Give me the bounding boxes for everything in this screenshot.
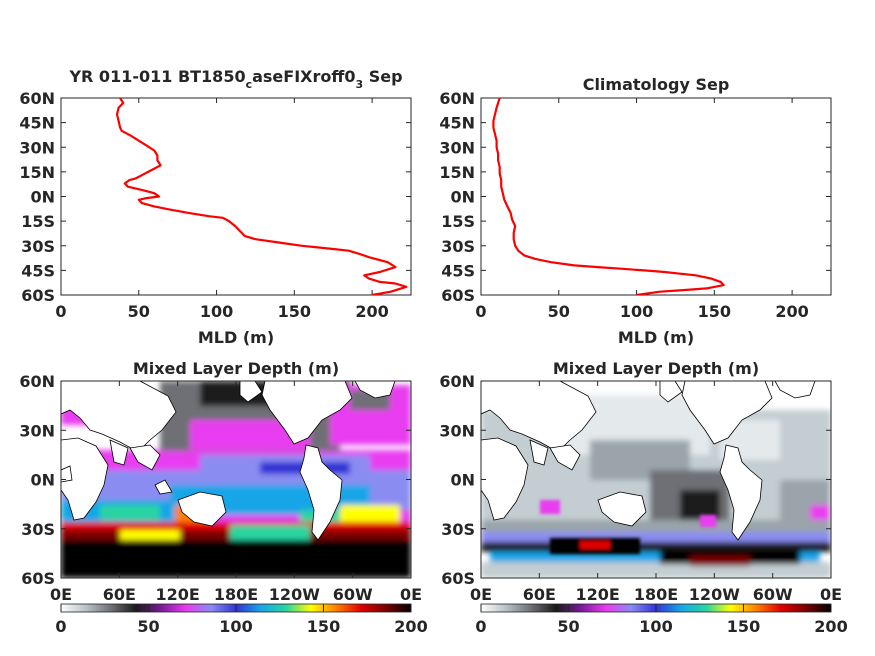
colorbar-tick-label: 0 (55, 617, 66, 636)
colorbar-tick-label: 100 (219, 617, 252, 636)
y-tick-label: 45N (439, 114, 475, 133)
x-tick-label: 60W (333, 585, 373, 604)
x-tick-label: 180E (214, 585, 258, 604)
x-tick-label: 60E (103, 585, 136, 604)
title-main: YR 011-011 BT1850 (68, 67, 245, 86)
y-tick-label: 0N (450, 188, 475, 207)
y-tick-label: 45S (21, 261, 55, 280)
plot-frame (60, 97, 412, 296)
y-tick-label: 15S (441, 212, 475, 231)
x-tick-label: 0 (55, 302, 66, 321)
x-tick-label: 100 (200, 302, 233, 321)
y-tick-label: 0N (30, 188, 55, 207)
y-tick-label: 15N (19, 163, 55, 182)
mld-profile-line (115, 98, 408, 295)
x-tick-label: 150 (278, 302, 311, 321)
x-tick-label: 0 (475, 302, 486, 321)
colorbar-tick-label: 150 (307, 617, 340, 636)
y-tick-label: 30S (441, 237, 475, 256)
x-tick-label: 200 (775, 302, 808, 321)
y-tick-label: 30N (439, 138, 475, 157)
y-tick-label: 45N (19, 114, 55, 133)
colorbar-tick-label: 0 (475, 617, 486, 636)
colorbar-tick-label: 150 (727, 617, 760, 636)
y-tick-label: 60S (441, 569, 475, 588)
colorbar-tick-label: 200 (814, 617, 847, 636)
title-sub2: 3 (355, 78, 363, 91)
x-axis-label: MLD (m) (618, 328, 694, 347)
x-tick-label: 0E (400, 585, 422, 604)
panel-model-title: YR 011-011 BT1850caseFIXroff03 Sep (68, 67, 402, 91)
panel-climatology-profile: Climatology Sep 60N45N30N15N0N15S30S45S6… (439, 75, 832, 347)
title-mid: aseFIXroff0 (252, 67, 355, 86)
colorbar-tick-label: 200 (394, 617, 427, 636)
colorbar: 0 50 100 150 200 (55, 603, 428, 636)
y-tick-label: 15N (439, 163, 475, 182)
x-tick-label: 0E (820, 585, 842, 604)
y-tick-label: 60N (439, 372, 475, 391)
continents (61, 381, 396, 541)
x-tick-label: 50 (548, 302, 570, 321)
x-axis-label: MLD (m) (198, 328, 274, 347)
x-tick-label: 150 (698, 302, 731, 321)
x-tick-label: 120E (156, 585, 200, 604)
colorbar-tick-label: 100 (639, 617, 672, 636)
x-tick-label: 0E (50, 585, 72, 604)
y-tick-label: 60N (19, 89, 55, 108)
y-tick-label: 60S (21, 286, 55, 305)
continents (481, 381, 816, 541)
mld-field (61, 381, 411, 578)
plot-frame (480, 97, 832, 296)
map-title: Mixed Layer Depth (m) (133, 359, 339, 378)
x-tick-label: 120W (269, 585, 320, 604)
x-tick-label: 100 (620, 302, 653, 321)
colorbar-tick-label: 50 (137, 617, 159, 636)
mld-climatology-line (492, 98, 725, 295)
x-tick-label: 180E (634, 585, 678, 604)
y-tick-label: 30S (441, 520, 475, 539)
panel-model-map: Mixed Layer Depth (m) (19, 359, 427, 636)
y-tick-label: 60S (21, 569, 55, 588)
panel-climatology-map: Mixed Layer Depth (m) (439, 359, 847, 636)
y-tick-label: 45S (441, 261, 475, 280)
x-tick-label: 120E (576, 585, 620, 604)
x-tick-label: 60E (523, 585, 556, 604)
y-tick-label: 15S (21, 212, 55, 231)
y-tick-label: 30N (439, 421, 475, 440)
y-tick-label: 30N (19, 138, 55, 157)
title-tail: Sep (363, 67, 402, 86)
mld-field (481, 381, 831, 578)
y-tick-label: 30S (21, 237, 55, 256)
y-tick-label: 60N (439, 89, 475, 108)
map-title: Mixed Layer Depth (m) (553, 359, 759, 378)
title-sub1: c (246, 78, 253, 91)
colorbar-tick-label: 50 (557, 617, 579, 636)
x-tick-label: 0E (470, 585, 492, 604)
y-tick-label: 60N (19, 372, 55, 391)
y-tick-label: 0N (30, 471, 55, 490)
x-tick-label: 50 (128, 302, 150, 321)
y-tick-label: 0N (450, 471, 475, 490)
x-tick-label: 200 (355, 302, 388, 321)
y-tick-label: 30N (19, 421, 55, 440)
x-tick-label: 60W (753, 585, 793, 604)
panel-model-profile: YR 011-011 BT1850caseFIXroff03 Sep 60N 45… (19, 67, 412, 347)
y-tick-label: 30S (21, 520, 55, 539)
panel-climatology-title: Climatology Sep (583, 75, 730, 94)
x-tick-label: 120W (689, 585, 740, 604)
y-tick-label: 60S (441, 286, 475, 305)
colorbar: 0 50 100 150 200 (475, 603, 848, 636)
